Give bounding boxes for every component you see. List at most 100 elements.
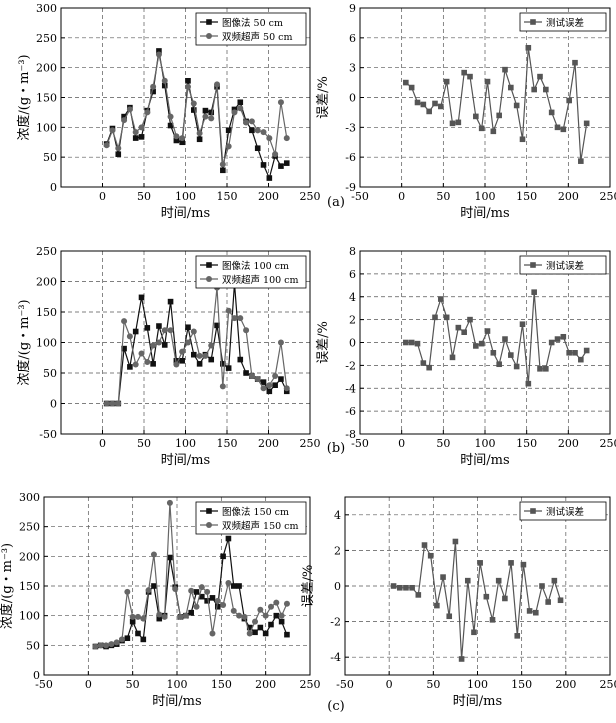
x-axis-label: 时间/ms [152,694,201,709]
data-point [138,294,145,301]
y-tick-label: -6 [345,151,356,164]
data-point [230,583,237,589]
data-point [426,364,432,371]
data-point [161,77,168,84]
y-tick-label: 6 [349,268,356,281]
y-tick-label: 250 [19,521,40,534]
x-tick-label: 100 [175,437,196,450]
data-point [209,595,216,601]
data-point [167,113,174,120]
data-point [484,328,491,334]
data-point [204,588,211,595]
x-tick-label: 150 [516,190,537,203]
data-point [531,289,537,295]
data-point [138,124,145,131]
legend-label: 测试误差 [546,17,584,29]
data-point [132,328,139,335]
data-point [266,382,273,389]
data-point [260,162,267,168]
x-axis-label: 时间/ms [453,694,502,709]
data-point [426,108,432,115]
data-point [403,584,409,591]
data-point [182,612,189,619]
data-point [461,329,467,336]
legend-label: 双频超声 150 cm [222,520,299,532]
legend-marker [206,522,212,528]
data-point [209,630,216,637]
data-point [537,366,543,372]
data-point [531,86,537,93]
data-point [220,167,226,174]
data-point [572,349,578,356]
chart-panel-5: -50 0 50 100 150 200 250050100150200250300时间/m… [0,491,321,709]
data-point [225,143,232,150]
y-tick-label: 2 [334,544,341,557]
data-point [483,593,490,600]
data-point [230,607,237,614]
data-point [458,656,465,662]
data-point [554,124,561,131]
data-point [167,554,173,561]
x-tick-label: 50 [137,190,151,203]
data-point [173,137,180,144]
legend-label: 双频超声 50 cm [222,31,292,43]
x-tick-label: 150 [511,678,532,691]
data-point [115,151,122,157]
y-tick-label: 8 [349,245,356,258]
data-point [440,574,446,580]
data-point [140,636,147,643]
data-point [560,126,567,133]
data-point [225,580,232,587]
data-point [248,373,255,380]
data-point [548,339,555,346]
data-point [172,585,179,592]
data-point [196,352,203,359]
data-point [268,621,274,628]
data-point [237,99,244,106]
data-point [513,102,520,109]
data-point [260,379,267,385]
data-point [144,359,151,366]
data-point [273,599,280,606]
data-point [103,642,110,649]
legend-marker [530,19,536,25]
legend: 图像法 150 cm 双频超声 150 cm [195,501,307,535]
data-point [525,44,532,51]
x-tick-label: 0 [99,190,106,203]
x-tick-label: 200 [255,678,276,691]
data-point [231,315,238,322]
x-tick-label: -50 [35,678,53,691]
y-tick-label: 100 [36,121,57,134]
data-point [249,127,255,134]
x-axis-label: 时间/ms [460,453,509,468]
data-point [185,77,191,84]
data-point [208,109,215,116]
data-point [496,361,502,368]
data-point [161,342,168,348]
data-point [150,342,157,349]
y-tick-label: 0 [349,92,356,105]
x-tick-label: 250 [600,190,616,203]
data-point [473,113,479,120]
data-point [214,322,220,329]
data-point [260,385,267,392]
data-point [166,499,173,506]
data-point [409,584,415,591]
data-point [432,100,438,107]
data-point [236,583,242,589]
data-point [188,587,195,594]
x-tick-label: 200 [558,437,579,450]
data-point [208,115,215,122]
data-point [225,127,232,134]
data-point [196,361,203,367]
y-tick-label: -9 [345,181,356,194]
data-point [471,629,477,636]
data-point [243,370,249,376]
data-point [108,641,115,648]
data-point [208,356,215,363]
data-point [219,383,226,390]
data-point [578,356,584,363]
data-point [156,615,163,622]
data-point [252,618,259,625]
